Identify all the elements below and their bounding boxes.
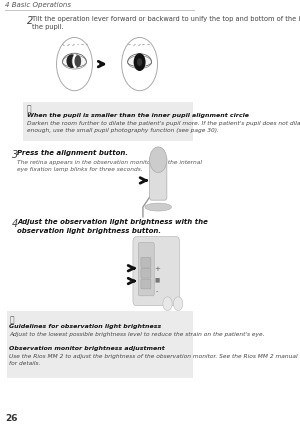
FancyBboxPatch shape: [141, 257, 151, 267]
Circle shape: [150, 147, 167, 173]
Circle shape: [122, 37, 158, 91]
Text: Adjust to the lowest possible brightness level to reduce the strain on the patie: Adjust to the lowest possible brightness…: [9, 332, 265, 338]
Text: Darken the room further to dilate the patient's pupil more. If the patient's pup: Darken the room further to dilate the pa…: [27, 121, 300, 133]
Text: 2: 2: [27, 16, 33, 26]
Text: Use the Rios MM 2 to adjust the brightness of the observation monitor. See the R: Use the Rios MM 2 to adjust the brightne…: [9, 354, 298, 366]
FancyBboxPatch shape: [150, 157, 167, 200]
FancyBboxPatch shape: [7, 311, 193, 378]
Ellipse shape: [145, 203, 172, 211]
Text: 🔒: 🔒: [9, 315, 14, 324]
Ellipse shape: [74, 55, 81, 67]
Text: 4 Basic Operations: 4 Basic Operations: [5, 2, 71, 8]
Text: When the pupil is smaller than the inner pupil alignment circle: When the pupil is smaller than the inner…: [27, 113, 249, 118]
FancyBboxPatch shape: [141, 268, 151, 278]
Text: Guidelines for observation light brightness: Guidelines for observation light brightn…: [9, 324, 162, 329]
Text: Observation monitor brightness adjustment: Observation monitor brightness adjustmen…: [9, 346, 165, 351]
Text: +: +: [154, 266, 160, 272]
Ellipse shape: [128, 56, 152, 69]
Text: Adjust the observation light brightness with the
observation light brightness bu: Adjust the observation light brightness …: [17, 219, 208, 234]
FancyBboxPatch shape: [141, 279, 151, 289]
Text: The retina appears in the observation monitor and the internal
eye fixation lamp: The retina appears in the observation mo…: [17, 160, 202, 172]
Circle shape: [137, 58, 142, 66]
FancyBboxPatch shape: [23, 102, 193, 141]
FancyBboxPatch shape: [138, 243, 154, 296]
Ellipse shape: [73, 54, 78, 68]
Circle shape: [173, 297, 183, 311]
Ellipse shape: [72, 54, 81, 68]
Circle shape: [56, 37, 92, 91]
Circle shape: [134, 53, 146, 71]
Circle shape: [163, 297, 172, 311]
Text: 26: 26: [5, 414, 18, 423]
Text: 🔒: 🔒: [27, 105, 31, 114]
Ellipse shape: [62, 55, 86, 69]
FancyBboxPatch shape: [133, 237, 179, 306]
Text: ■: ■: [154, 277, 160, 282]
Text: 3: 3: [12, 150, 18, 160]
Ellipse shape: [67, 54, 77, 68]
Text: 4: 4: [12, 219, 18, 229]
Text: Tilt the operation lever forward or backward to unify the top and bottom of the : Tilt the operation lever forward or back…: [32, 16, 300, 30]
Text: -: -: [156, 288, 158, 294]
Text: Press the alignment button.: Press the alignment button.: [17, 150, 128, 156]
